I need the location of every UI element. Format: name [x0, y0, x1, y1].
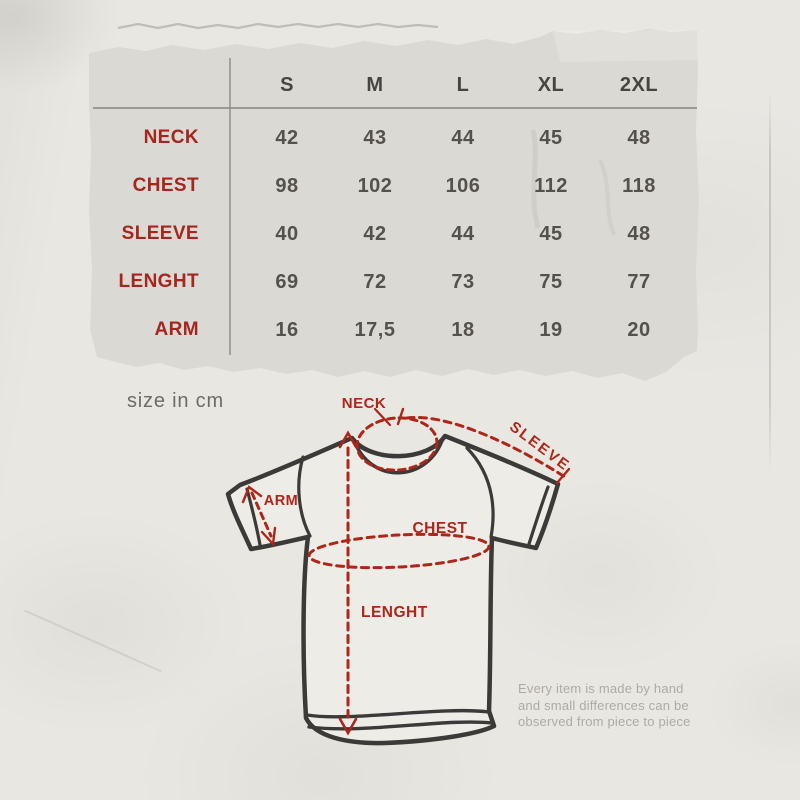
table-value: 44: [451, 126, 475, 149]
table-value: 69: [275, 270, 299, 293]
table-value: 45: [539, 222, 563, 245]
row-label: CHEST: [132, 175, 199, 196]
row-label: NECK: [143, 127, 199, 148]
table-value: 16: [275, 318, 299, 341]
table-value: 75: [539, 270, 563, 293]
length-arrowhead: [338, 717, 358, 736]
table-value: 112: [534, 174, 568, 197]
background-crease: [24, 609, 162, 672]
column-header: S: [280, 73, 294, 96]
tshirt-right-cuff-seam: [527, 485, 550, 546]
neck-label: NECK: [342, 395, 387, 412]
table-value: 19: [539, 318, 563, 341]
tshirt-collar-band: [352, 436, 445, 475]
tshirt-hem-line: [307, 720, 494, 731]
neck-measure-ellipse: [355, 416, 439, 472]
arm-arrowhead: [241, 485, 263, 504]
size-unit-note: size in cm: [127, 390, 224, 412]
arm-measure-line: [250, 491, 273, 538]
length-label: LENGHT: [361, 604, 428, 621]
handmade-footnote: Every item is made by hand and small dif…: [518, 681, 718, 731]
row-label: ARM: [154, 319, 199, 340]
table-value: 45: [539, 126, 563, 149]
sleeve-measure-tick: [555, 467, 571, 485]
torn-edge-remnant: [117, 22, 439, 30]
sleeve-measure-tick: [396, 407, 405, 426]
sleeve-label: SLEEVE: [506, 418, 573, 474]
neck-pointer-line: [373, 407, 392, 427]
tshirt-hem-line: [305, 708, 491, 719]
tshirt-silhouette: [225, 433, 561, 746]
footnote-line: observed from piece to piece: [518, 714, 691, 729]
chest-label: CHEST: [412, 520, 467, 537]
tshirt-right-sleeve-seam: [465, 446, 495, 539]
arm-arrowhead: [260, 526, 277, 547]
footnote-line: Every item is made by hand: [518, 681, 684, 696]
table-value: 40: [275, 222, 299, 245]
column-header: L: [456, 73, 470, 96]
size-table: S M L XL 2XL NECK 42 43 44 45 48 CHEST 9…: [95, 56, 683, 354]
chest-measure-ellipse: [307, 532, 491, 570]
length-arrowhead: [338, 430, 358, 449]
table-value: 102: [357, 174, 393, 197]
table-value: 42: [275, 126, 299, 149]
column-header: 2XL: [619, 73, 659, 96]
footnote-line: and small differences can be: [518, 697, 689, 713]
arm-label: ARM: [264, 493, 299, 509]
column-header: M: [366, 73, 384, 96]
tshirt-left-sleeve-seam: [297, 455, 312, 538]
column-header: XL: [537, 73, 565, 96]
table-value: 77: [627, 270, 651, 293]
sleeve-measure-line: [405, 415, 567, 479]
table-value: 106: [445, 174, 481, 197]
table-value: 42: [363, 222, 387, 245]
table-divider-rule: [229, 58, 231, 355]
table-value: 43: [363, 126, 387, 149]
table-value: 18: [451, 318, 475, 341]
background-crease: [769, 92, 771, 472]
tshirt-left-cuff-seam: [245, 487, 262, 547]
table-value: 72: [363, 270, 387, 293]
table-header-rule: [93, 107, 697, 109]
table-value: 17,5: [354, 318, 396, 341]
table-value: 118: [622, 174, 656, 197]
table-value: 48: [627, 126, 651, 149]
table-value: 98: [275, 174, 299, 197]
table-value: 44: [451, 222, 475, 245]
row-label: LENGHT: [118, 271, 199, 292]
table-corner-cell: [95, 56, 243, 114]
table-value: 48: [627, 222, 651, 245]
table-value: 20: [627, 318, 651, 341]
row-label: SLEEVE: [121, 223, 199, 244]
table-value: 73: [451, 270, 475, 293]
